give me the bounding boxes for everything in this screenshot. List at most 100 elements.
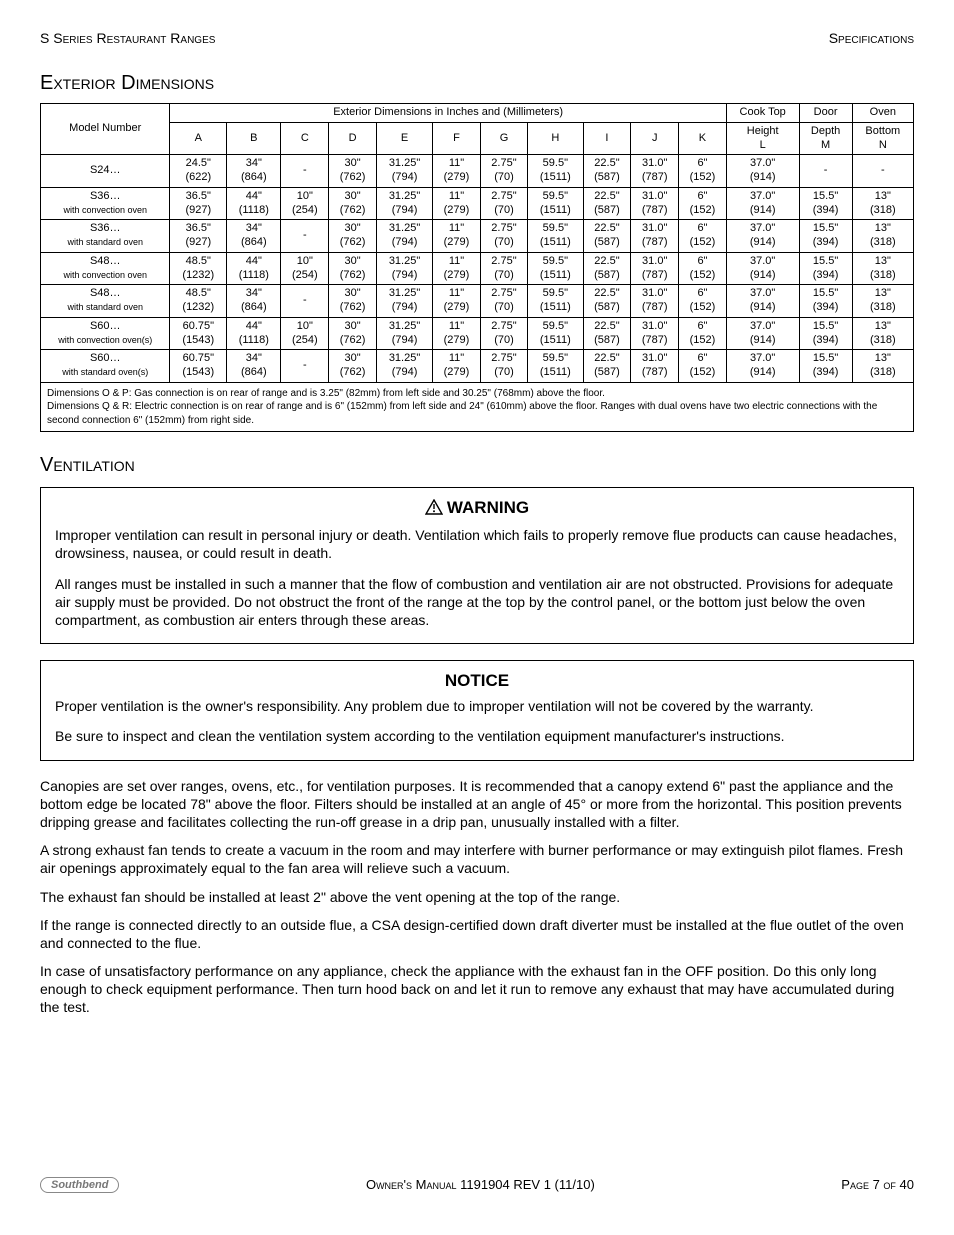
cell: 22.5"(587) bbox=[583, 220, 631, 253]
col-extra-2-mid: BottomN bbox=[852, 122, 913, 155]
cell: 37.0"(914) bbox=[726, 220, 799, 253]
cell: 15.5"(394) bbox=[799, 252, 852, 285]
cell: 10"(254) bbox=[281, 187, 329, 220]
col-extra-0-mid: HeightL bbox=[726, 122, 799, 155]
cell: 37.0"(914) bbox=[726, 317, 799, 350]
table-row: S60…with convection oven(s)60.75"(1543)4… bbox=[41, 317, 914, 350]
body-p4: If the range is connected directly to an… bbox=[40, 916, 914, 952]
cell: 59.5"(1511) bbox=[528, 252, 584, 285]
cell: 15.5"(394) bbox=[799, 220, 852, 253]
cell-model: S24… bbox=[41, 155, 170, 188]
notice-p2: Be sure to inspect and clean the ventila… bbox=[55, 727, 899, 745]
cell: 11"(279) bbox=[433, 317, 481, 350]
col-J: J bbox=[631, 122, 679, 155]
cell: 6"(152) bbox=[679, 187, 727, 220]
cell: 31.0"(787) bbox=[631, 220, 679, 253]
warning-p2: All ranges must be installed in such a m… bbox=[55, 575, 899, 630]
table-row: S60…with standard oven(s)60.75"(1543)34"… bbox=[41, 350, 914, 383]
warning-p1: Improper ventilation can result in perso… bbox=[55, 526, 899, 562]
cell: 11"(279) bbox=[433, 285, 481, 318]
cell: 22.5"(587) bbox=[583, 317, 631, 350]
section-ventilation: Ventilation bbox=[40, 454, 914, 477]
cell: 59.5"(1511) bbox=[528, 317, 584, 350]
page-footer: Southbend Owner's Manual 1191904 REV 1 (… bbox=[40, 1177, 914, 1193]
dimensions-table: Model NumberExterior Dimensions in Inche… bbox=[40, 103, 914, 432]
cell: 11"(279) bbox=[433, 187, 481, 220]
cell: 13"(318) bbox=[852, 220, 913, 253]
notice-box: NOTICE Proper ventilation is the owner's… bbox=[40, 660, 914, 760]
cell: 6"(152) bbox=[679, 285, 727, 318]
table-head: Model NumberExterior Dimensions in Inche… bbox=[41, 104, 914, 155]
body-text: Canopies are set over ranges, ovens, etc… bbox=[40, 777, 914, 1017]
cell: 11"(279) bbox=[433, 252, 481, 285]
cell-model: S48…with standard oven bbox=[41, 285, 170, 318]
cell: 6"(152) bbox=[679, 317, 727, 350]
table-row: S36…with standard oven36.5"(927)34"(864)… bbox=[41, 220, 914, 253]
cell: 34"(864) bbox=[227, 220, 281, 253]
body-p3: The exhaust fan should be installed at l… bbox=[40, 888, 914, 906]
warning-icon bbox=[425, 499, 443, 520]
warning-title-text: WARNING bbox=[447, 498, 529, 517]
body-p1: Canopies are set over ranges, ovens, etc… bbox=[40, 777, 914, 832]
cell: 22.5"(587) bbox=[583, 187, 631, 220]
cell: 2.75"(70) bbox=[480, 155, 527, 188]
cell: 30"(762) bbox=[329, 252, 377, 285]
cell: 37.0"(914) bbox=[726, 252, 799, 285]
cell: 13"(318) bbox=[852, 187, 913, 220]
cell: 44"(1118) bbox=[227, 187, 281, 220]
col-extra-0-top: Cook Top bbox=[726, 104, 799, 123]
table-footnotes: Dimensions O & P: Gas connection is on r… bbox=[41, 382, 914, 432]
cell: 30"(762) bbox=[329, 317, 377, 350]
body-p5: In case of unsatisfactory performance on… bbox=[40, 962, 914, 1017]
cell-model: S60…with standard oven(s) bbox=[41, 350, 170, 383]
page-header: S Series Restaurant Ranges Specification… bbox=[40, 30, 914, 46]
cell: 31.0"(787) bbox=[631, 317, 679, 350]
cell: 31.25"(794) bbox=[376, 285, 432, 318]
cell: 6"(152) bbox=[679, 155, 727, 188]
table-body: S24…24.5"(622)34"(864)-30"(762)31.25"(79… bbox=[41, 155, 914, 432]
cell: 10"(254) bbox=[281, 317, 329, 350]
cell: 15.5"(394) bbox=[799, 317, 852, 350]
cell: 22.5"(587) bbox=[583, 252, 631, 285]
table-row: S48…with convection oven48.5"(1232)44"(1… bbox=[41, 252, 914, 285]
footer-center: Owner's Manual 1191904 REV 1 (11/10) bbox=[366, 1177, 595, 1192]
col-A: A bbox=[170, 122, 227, 155]
header-right: Specifications bbox=[829, 30, 914, 46]
cell: 60.75"(1543) bbox=[170, 317, 227, 350]
cell: 48.5"(1232) bbox=[170, 285, 227, 318]
col-C: C bbox=[281, 122, 329, 155]
cell: 31.25"(794) bbox=[376, 252, 432, 285]
notice-title: NOTICE bbox=[55, 671, 899, 691]
cell: 31.0"(787) bbox=[631, 285, 679, 318]
cell: 13"(318) bbox=[852, 317, 913, 350]
cell: 15.5"(394) bbox=[799, 350, 852, 383]
cell: 37.0"(914) bbox=[726, 285, 799, 318]
cell: - bbox=[281, 350, 329, 383]
cell: 37.0"(914) bbox=[726, 155, 799, 188]
cell: 44"(1118) bbox=[227, 317, 281, 350]
table-row: S24…24.5"(622)34"(864)-30"(762)31.25"(79… bbox=[41, 155, 914, 188]
cell: 30"(762) bbox=[329, 155, 377, 188]
cell: 59.5"(1511) bbox=[528, 155, 584, 188]
cell: 11"(279) bbox=[433, 350, 481, 383]
cell: 31.25"(794) bbox=[376, 220, 432, 253]
col-K: K bbox=[679, 122, 727, 155]
cell: 34"(864) bbox=[227, 155, 281, 188]
cell: 13"(318) bbox=[852, 252, 913, 285]
cell: 24.5"(622) bbox=[170, 155, 227, 188]
cell: 22.5"(587) bbox=[583, 155, 631, 188]
cell: 2.75"(70) bbox=[480, 252, 527, 285]
cell: 2.75"(70) bbox=[480, 220, 527, 253]
cell: 15.5"(394) bbox=[799, 285, 852, 318]
cell: 11"(279) bbox=[433, 220, 481, 253]
cell: - bbox=[281, 155, 329, 188]
cell: 6"(152) bbox=[679, 350, 727, 383]
cell: 30"(762) bbox=[329, 350, 377, 383]
cell: 11"(279) bbox=[433, 155, 481, 188]
cell-model: S36…with convection oven bbox=[41, 187, 170, 220]
cell: 31.25"(794) bbox=[376, 155, 432, 188]
col-model: Model Number bbox=[41, 104, 170, 155]
cell: 36.5"(927) bbox=[170, 220, 227, 253]
cell: 59.5"(1511) bbox=[528, 350, 584, 383]
cell-model: S36…with standard oven bbox=[41, 220, 170, 253]
